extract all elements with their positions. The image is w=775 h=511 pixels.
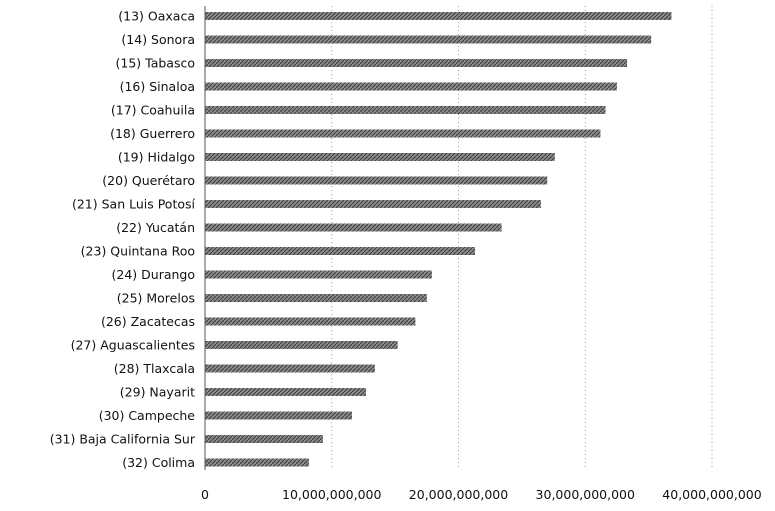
x-tick-label: 40,000,000,000 [662,487,761,502]
bar [205,435,323,443]
category-label: (15) Tabasco [116,56,196,71]
category-labels: (13) Oaxaca (14) Sonora (15) Tabasco (16) S… [50,9,196,471]
bar [205,200,541,208]
bar [205,153,555,161]
category-label: (14) Sonora [121,32,195,47]
bar [205,317,416,326]
category-label: (26) Zacatecas [101,314,195,329]
category-label: (13) Oaxaca [118,9,195,24]
bar [205,12,672,20]
bar [205,35,652,44]
bar [205,294,427,302]
bar [205,270,432,279]
category-label: (29) Nayarit [120,385,195,400]
category-label: (21) San Luis Potosí [72,197,196,212]
bar [205,106,606,114]
category-label: (23) Quintana Roo [81,244,195,259]
bar [205,176,548,185]
x-tick-labels: 0 10,000,000,000 20,000,000,000 30,000,000,… [201,487,762,502]
category-label: (19) Hidalgo [118,150,195,165]
category-label: (20) Querétaro [102,173,195,188]
category-label: (31) Baja California Sur [50,432,196,447]
category-label: (25) Morelos [117,291,195,306]
bar [205,59,628,67]
bar [205,411,353,420]
category-label: (22) Yucatán [116,220,195,235]
x-tick-label: 10,000,000,000 [282,487,381,502]
x-tick-label: 0 [201,487,209,502]
bar [205,458,309,467]
category-label: (30) Campeche [99,408,196,423]
bars [205,12,672,467]
bar [205,341,398,349]
bar [205,223,502,232]
category-label: (32) Colima [122,455,195,470]
bar [205,388,366,396]
x-tick-label: 20,000,000,000 [409,487,508,502]
category-label: (16) Sinaloa [120,79,195,94]
category-label: (24) Durango [112,267,195,282]
bar [205,129,601,138]
bar [205,247,475,255]
grid-lines [331,6,713,470]
category-label: (28) Tlaxcala [114,361,195,376]
category-label: (18) Guerrero [110,126,195,141]
bar [205,82,617,91]
x-tick-label: 30,000,000,000 [536,487,635,502]
category-label: (27) Aguascalientes [71,338,195,353]
bar [205,364,375,373]
category-label: (17) Coahuila [111,103,195,118]
